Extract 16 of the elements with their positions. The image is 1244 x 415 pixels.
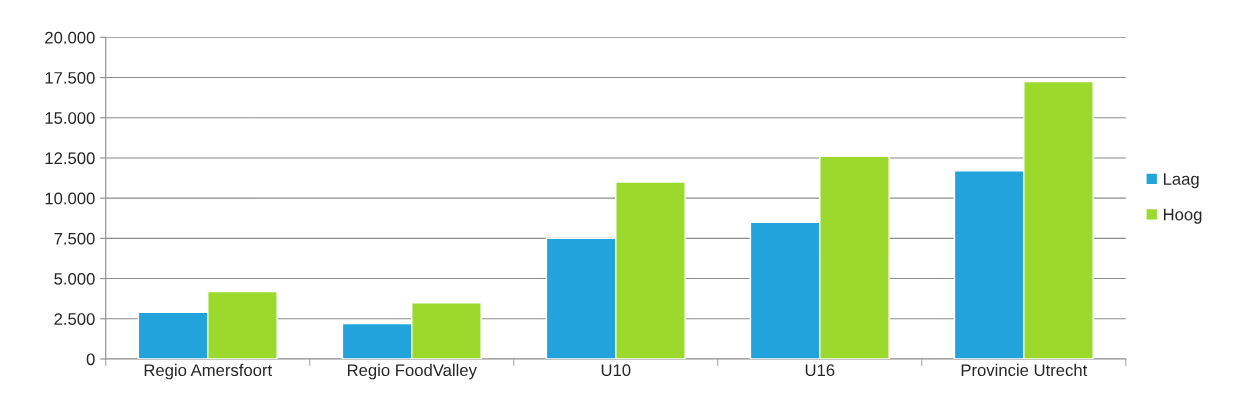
y-tick-label: 5.000 [54,272,95,285]
x-tick-label: Regio Amersfoort [144,363,273,380]
legend-label: Hoog [1163,208,1202,224]
y-tick-label: 10.000 [45,192,95,205]
y-tick-label: 17.500 [45,71,95,84]
x-tick-label: U10 [601,364,631,377]
x-tick-label: U16 [805,364,835,377]
y-tick-label: 15.000 [45,112,95,124]
y-tick-label: 7.500 [54,232,95,245]
y-tick-label: 12.500 [45,152,95,165]
x-tick-label: Regio FoodValley [347,363,477,380]
y-tick-label: 0 [86,353,95,366]
y-tick-label: 20.000 [45,31,95,44]
y-tick-label: 2.500 [54,313,95,325]
legend-label: Laag [1163,173,1199,189]
x-tick-label: Provincie Utrecht [961,363,1088,377]
